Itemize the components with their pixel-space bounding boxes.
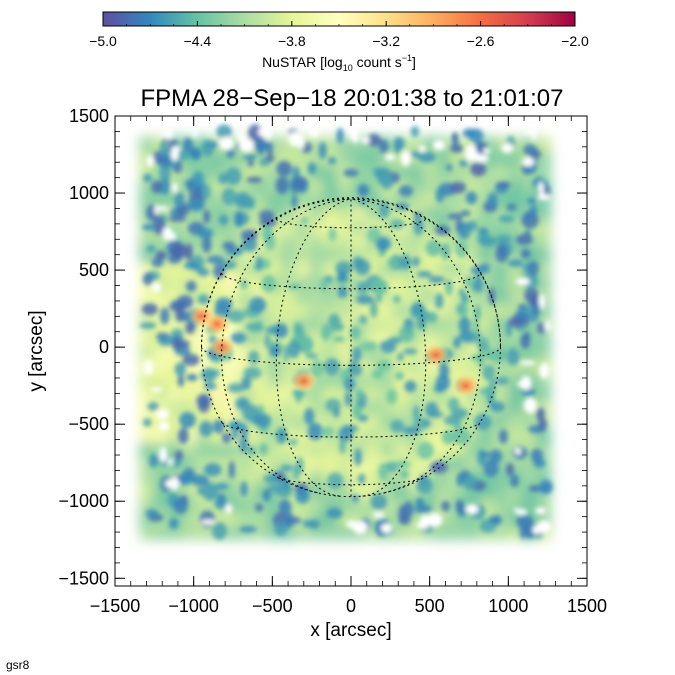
heatmap-image (139, 124, 553, 540)
y-tick-label: 500 (79, 260, 109, 280)
x-tick-label: 0 (346, 596, 356, 616)
y-tick-label: 1000 (69, 183, 109, 203)
x-tick-label: 500 (415, 596, 445, 616)
parallel-line (221, 422, 481, 438)
y-axis-label: y [arcsec] (26, 310, 47, 391)
meridian-line (350, 198, 501, 348)
colorbar-tick-label: −4.4 (184, 33, 212, 49)
meridian-line (350, 198, 427, 497)
footer-label: gsr8 (6, 658, 30, 672)
y-tick-label: 1500 (69, 106, 109, 126)
x-axis-label: x [arcsec] (310, 620, 391, 641)
x-tick-label: 1000 (488, 596, 528, 616)
solar-disk-grid (201, 197, 501, 498)
meridian-line (275, 198, 352, 497)
hot-spot (207, 335, 236, 360)
colorbar-gradient (102, 11, 576, 27)
parallel-line (278, 477, 424, 486)
colorbar-tick-label: −5.0 (89, 33, 117, 49)
colorbar: −5.0 −4.4 −3.8 −3.2 −2.6 −2.0 NuSTAR [log10 c… (89, 11, 589, 73)
parallel-line (275, 218, 427, 229)
x-tick-label: −500 (252, 596, 293, 616)
meridian-line (201, 198, 352, 348)
colorbar-tick-label: −2.0 (561, 33, 589, 49)
colorbar-label: NuSTAR [log10 count s−1] (262, 53, 416, 73)
y-axis: −1500 −1000 −500 0 500 1000 1500 (58, 106, 587, 588)
y-tick-label: 0 (99, 337, 109, 357)
x-tick-label: −1000 (168, 596, 219, 616)
x-tick-label: 1500 (567, 596, 607, 616)
chart-title: FPMA 28−Sep−18 20:01:38 to 21:01:07 (141, 85, 564, 112)
colorbar-tick-label: −3.8 (278, 33, 306, 49)
hot-spot (203, 312, 232, 337)
y-tick-label: −500 (68, 414, 109, 434)
x-axis: −1500 −1000 −500 0 500 1000 1500 (90, 116, 607, 616)
colorbar-tick-label: −3.2 (372, 33, 400, 49)
hot-spot (451, 373, 480, 398)
y-tick-label: −1000 (58, 491, 109, 511)
y-tick-label: −1500 (58, 568, 109, 588)
colorbar-tick-label: −2.6 (467, 33, 495, 49)
hot-spot (421, 342, 450, 367)
hot-spot (289, 369, 318, 394)
colorbar-ticks: −5.0 −4.4 −3.8 −3.2 −2.6 −2.0 (89, 21, 589, 49)
x-tick-label: −1500 (90, 596, 141, 616)
